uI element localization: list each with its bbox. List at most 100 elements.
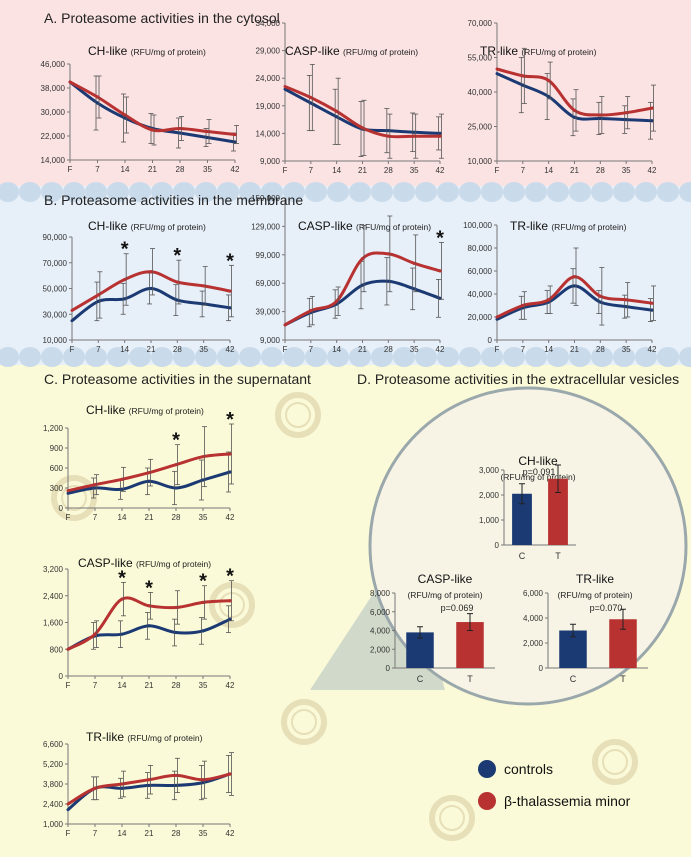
- data-point: [175, 298, 179, 302]
- y-tick-label: 34,000: [256, 19, 281, 28]
- data-point: [360, 126, 365, 130]
- lipid-head: [85, 347, 107, 367]
- lipid-head: [613, 347, 635, 367]
- data-point: [438, 134, 442, 138]
- data-point: [598, 294, 602, 298]
- significance-star: *: [121, 239, 129, 261]
- data-point: [572, 115, 577, 119]
- legend: controls β-thalassemia minor: [478, 760, 631, 810]
- y-tick-label: 30,000: [43, 310, 68, 319]
- y-tick-label: 0: [59, 504, 64, 513]
- data-point: [93, 632, 97, 636]
- y-tick-label: 3,800: [43, 780, 64, 789]
- x-tick-label: 21: [145, 513, 154, 522]
- data-point: [175, 280, 179, 284]
- y-tick-label: 19,000: [256, 102, 281, 111]
- data-point: [123, 113, 127, 117]
- data-point: [120, 786, 124, 790]
- significance-star: *: [436, 227, 444, 249]
- y-tick-label: 69,000: [256, 279, 281, 288]
- x-tick-label: F: [66, 513, 71, 522]
- chart-title: TR-like (RFU/mg of protein): [86, 730, 203, 744]
- x-tick-label: 7: [521, 166, 526, 175]
- data-point: [205, 135, 210, 140]
- data-point: [174, 630, 178, 635]
- lipid-head: [393, 182, 415, 202]
- data-point: [95, 95, 100, 99]
- lipid-head: [327, 182, 349, 202]
- x-tick-label: F: [70, 345, 75, 354]
- data-point: [412, 130, 416, 134]
- data-point: [202, 302, 206, 306]
- data-point: [150, 128, 155, 132]
- lipid-head: [481, 347, 503, 367]
- lipid-head: [305, 182, 327, 202]
- data-point: [309, 95, 313, 100]
- x-tick-label: 21: [358, 166, 367, 175]
- x-tick-label: 28: [596, 166, 605, 175]
- vesicle-circle: [368, 386, 688, 706]
- data-point: [93, 786, 97, 790]
- chart-B3: TR-like (RFU/mg of protein) 100,000 80,000…: [463, 219, 657, 354]
- data-point: [438, 131, 442, 135]
- data-point: [438, 269, 442, 273]
- y-tick-label: 25,000: [468, 123, 493, 132]
- data-point: [309, 309, 313, 313]
- legend-label-controls: controls: [504, 761, 553, 777]
- data-point: [233, 132, 237, 137]
- lipid-head: [635, 182, 657, 202]
- y-tick-label: 4,000: [523, 614, 544, 623]
- x-tick-label: 42: [648, 345, 657, 354]
- data-point: [201, 629, 205, 633]
- y-tick-label: 2,000: [523, 639, 544, 648]
- x-tick-label: 28: [172, 513, 181, 522]
- lipid-head: [41, 347, 63, 367]
- lipid-head: [613, 182, 635, 202]
- lipid-head: [63, 347, 85, 367]
- y-tick-label: 46,000: [41, 60, 66, 69]
- y-tick-label: 20,000: [468, 313, 493, 322]
- x-tick-label: 7: [521, 345, 526, 354]
- lipid-head: [107, 347, 129, 367]
- chart-D3: TR-like (RFU/mg of protein) 6,000 4,000 2,00…: [523, 572, 648, 684]
- lipid-head: [503, 182, 525, 202]
- lipid-head: [371, 182, 393, 202]
- chart-title: CH-like (RFU/mg of protein): [86, 403, 204, 417]
- data-point: [123, 277, 127, 282]
- significance-star: *: [226, 250, 234, 272]
- x-tick-label: 42: [226, 513, 235, 522]
- y-tick-label: 29,000: [256, 47, 281, 56]
- significance-star: *: [173, 245, 181, 267]
- data-point: [521, 303, 525, 308]
- y-tick-label: 0: [488, 336, 493, 345]
- chart-unit: (RFU/mg of protein): [131, 47, 206, 57]
- data-point: [178, 126, 182, 131]
- x-tick-label: 28: [172, 681, 181, 690]
- x-tick-label: F: [495, 166, 500, 175]
- data-point: [309, 101, 313, 105]
- y-tick-label: 0: [495, 541, 500, 550]
- bar-T: [548, 478, 568, 545]
- x-tick-label: 35: [622, 345, 631, 354]
- lipid-head: [261, 182, 283, 202]
- lipid-head: [173, 182, 195, 202]
- vesicle-decoration: [281, 699, 327, 745]
- chart-unit: (RFU/mg of protein): [343, 47, 418, 57]
- y-tick-label: 3,000: [479, 466, 500, 475]
- data-point: [201, 600, 205, 605]
- chart-title: CH-like (RFU/mg of protein): [88, 219, 206, 233]
- chart-title: TR-like: [576, 572, 614, 586]
- x-tick-label: 21: [145, 681, 154, 690]
- x-tick-label: 35: [199, 681, 208, 690]
- x-tick-label: F: [68, 165, 73, 174]
- data-point: [650, 308, 654, 312]
- y-tick-label: 22,000: [41, 132, 66, 141]
- y-tick-label: 600: [50, 464, 64, 473]
- lipid-head: [679, 347, 691, 367]
- chart-title: CH-like (RFU/mg of protein): [88, 44, 206, 58]
- x-tick-label: 14: [332, 345, 341, 354]
- chart-unit: (RFU/mg of protein): [129, 406, 204, 416]
- data-point: [174, 773, 178, 778]
- chart-C1: CH-like (RFU/mg of protein) 1,200 900 600 30…: [43, 403, 235, 522]
